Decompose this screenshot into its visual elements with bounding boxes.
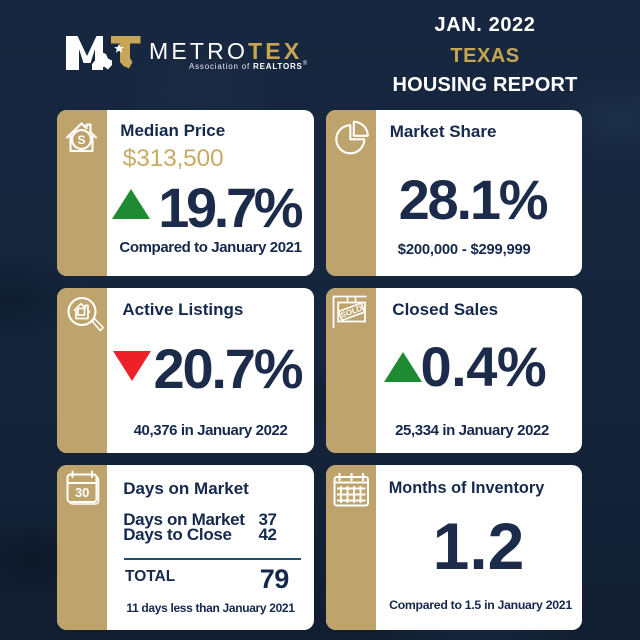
svg-text:30: 30 <box>75 485 89 500</box>
svg-text:S: S <box>77 133 85 147</box>
